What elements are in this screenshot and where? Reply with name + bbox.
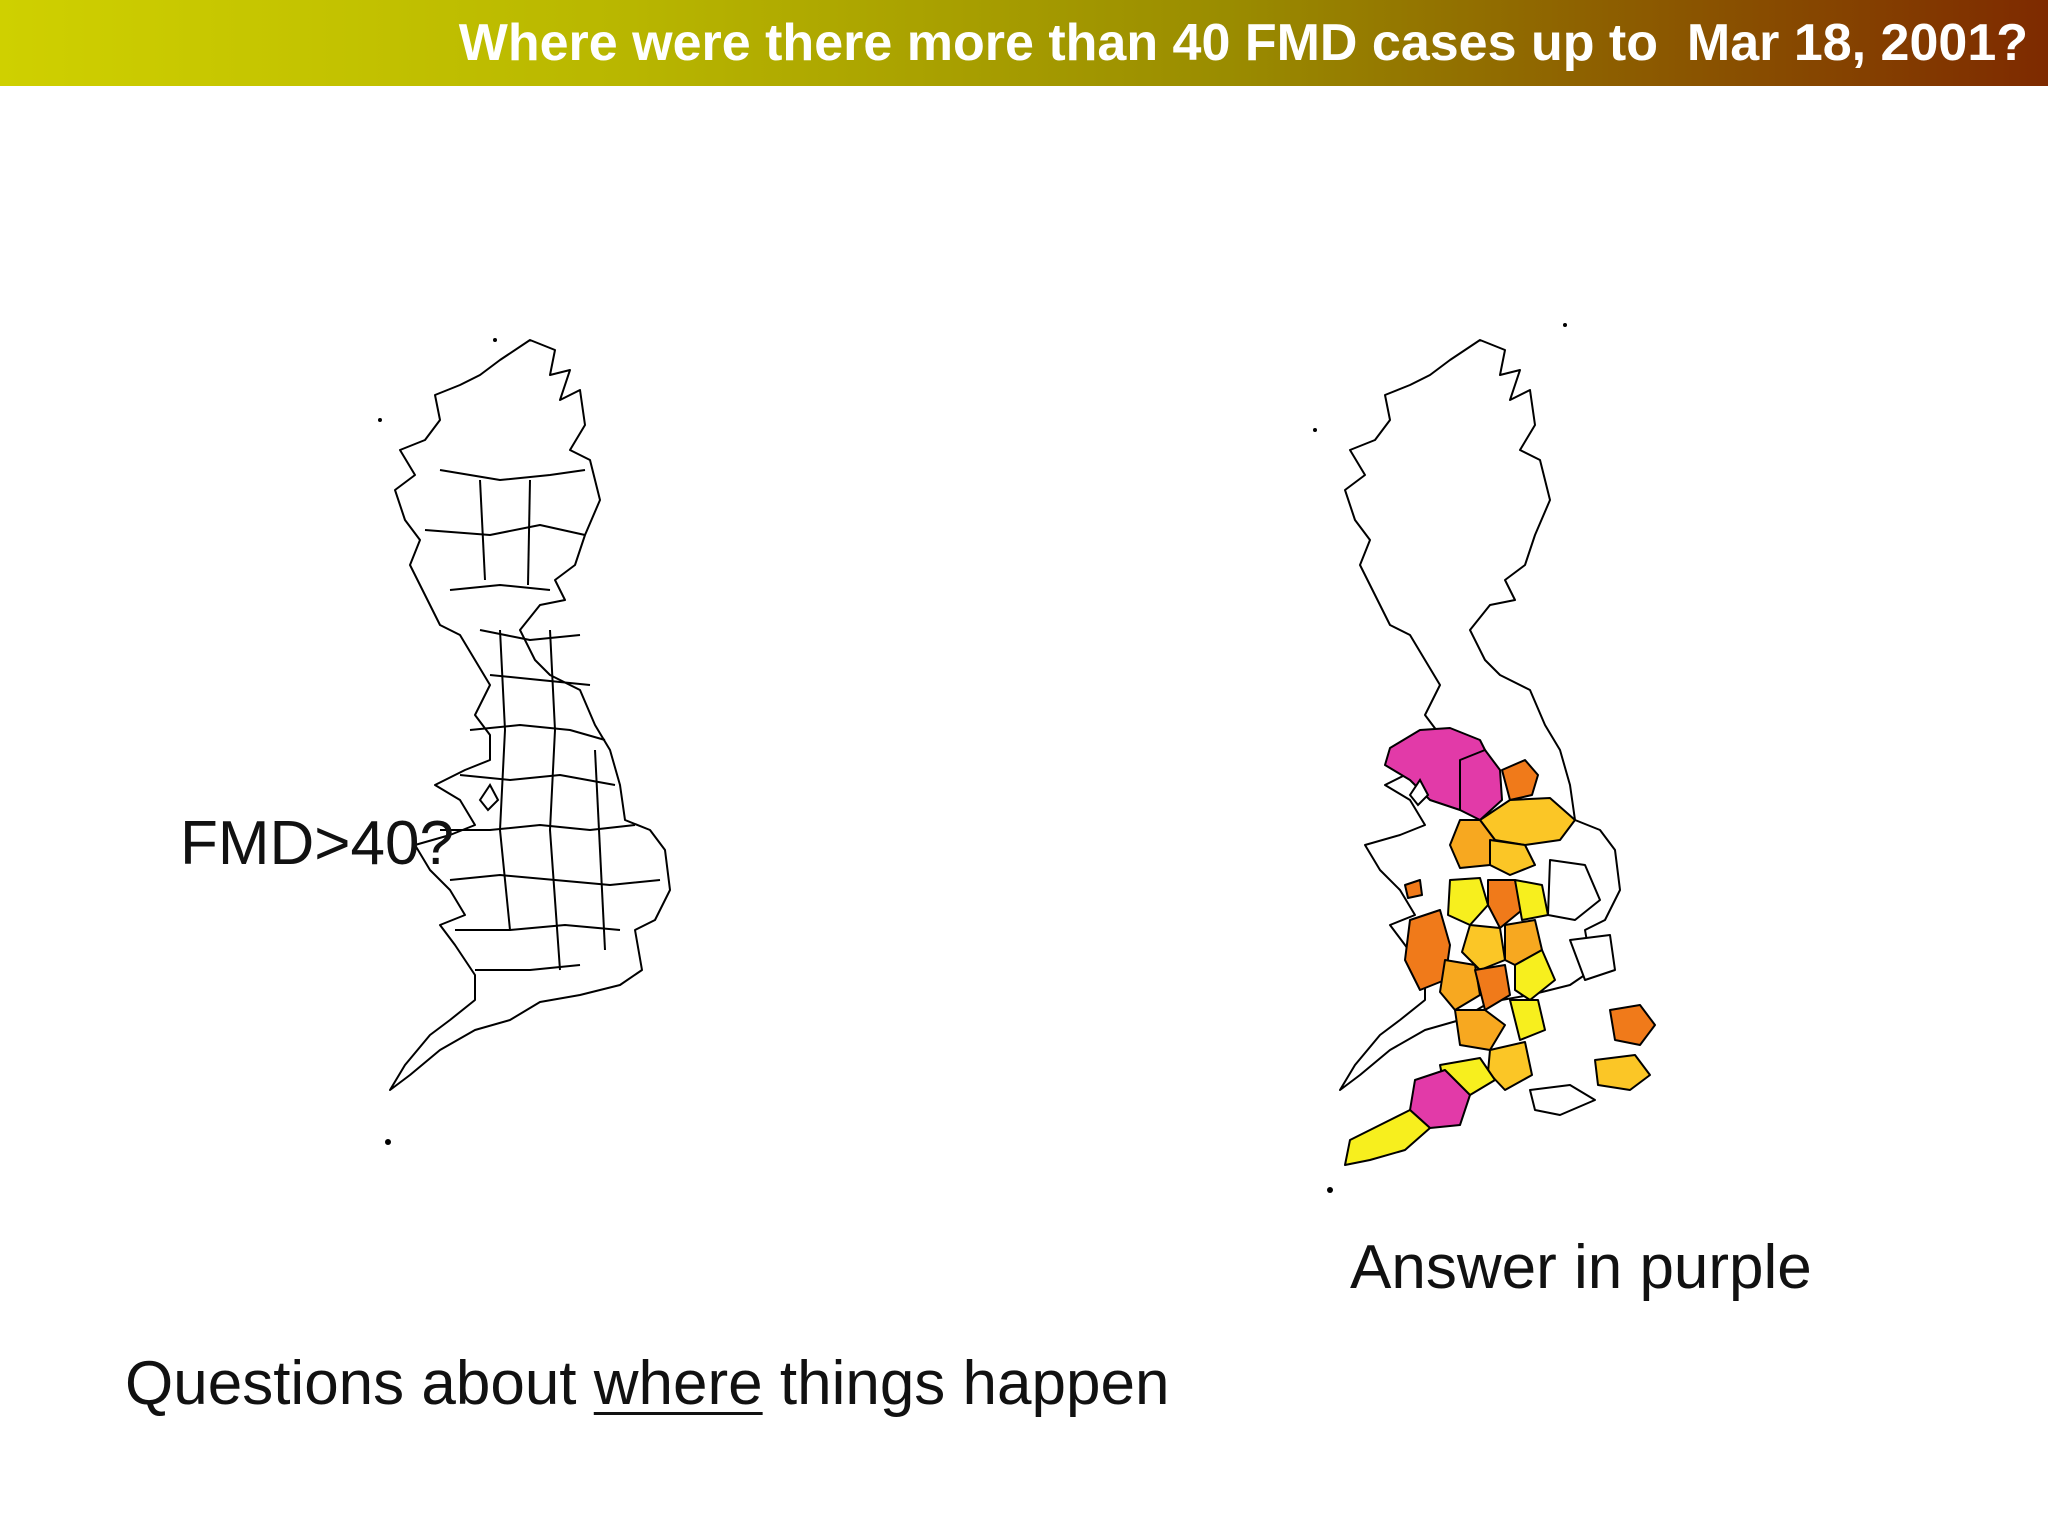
region-kent: [1594, 1054, 1651, 1091]
region-worcs: [1474, 964, 1511, 1011]
footer-before: Questions about: [125, 1349, 594, 1418]
region-west-yorks: [1489, 839, 1536, 876]
island-dot: [378, 418, 382, 422]
region-staffs: [1461, 924, 1506, 971]
region-essex: [1609, 1004, 1656, 1046]
uk-map-outline-svg: [378, 338, 671, 1145]
island-dot: [1327, 1187, 1333, 1193]
footer-after: things happen: [762, 1349, 1170, 1418]
region-wilts: [1487, 1041, 1533, 1091]
region-notts: [1514, 879, 1549, 921]
region-derby: [1487, 879, 1523, 929]
title-bar: Where were there more than 40 FMD cases …: [0, 0, 2048, 86]
island-dot: [1313, 428, 1317, 432]
slide-title: Where were there more than 40 FMD cases …: [458, 14, 2028, 72]
island-dot: [493, 338, 497, 342]
region-durham: [1501, 759, 1539, 801]
region-anglesey: [1404, 879, 1423, 899]
gb-outline: [389, 339, 671, 1091]
region-cornwall: [1344, 1109, 1431, 1166]
region-cheshire: [1447, 877, 1489, 926]
isle-of-man: [478, 783, 500, 812]
island-dot: [385, 1139, 391, 1145]
region-northants: [1514, 949, 1556, 1001]
uk-map-outline: [378, 330, 900, 1230]
answer-label: Answer in purple: [1350, 1233, 1812, 1302]
footer-underlined-word: where: [593, 1349, 763, 1418]
island-dot: [1563, 323, 1567, 327]
region-oxon: [1509, 999, 1546, 1041]
isle-of-man: [1408, 778, 1430, 807]
region-glos: [1454, 1009, 1506, 1051]
region-norfolk: [1569, 934, 1616, 981]
region-hereford: [1439, 959, 1481, 1011]
question-label: FMD>40?: [180, 809, 454, 878]
uk-map-colored-svg: [1313, 323, 1656, 1193]
region-sussex: [1529, 1084, 1596, 1116]
region-east: [1547, 859, 1601, 921]
uk-map-colored: [1310, 320, 1880, 1220]
region-north-purple: [1459, 749, 1503, 821]
footer-caption: Questions about where things happen: [125, 1348, 1169, 1419]
